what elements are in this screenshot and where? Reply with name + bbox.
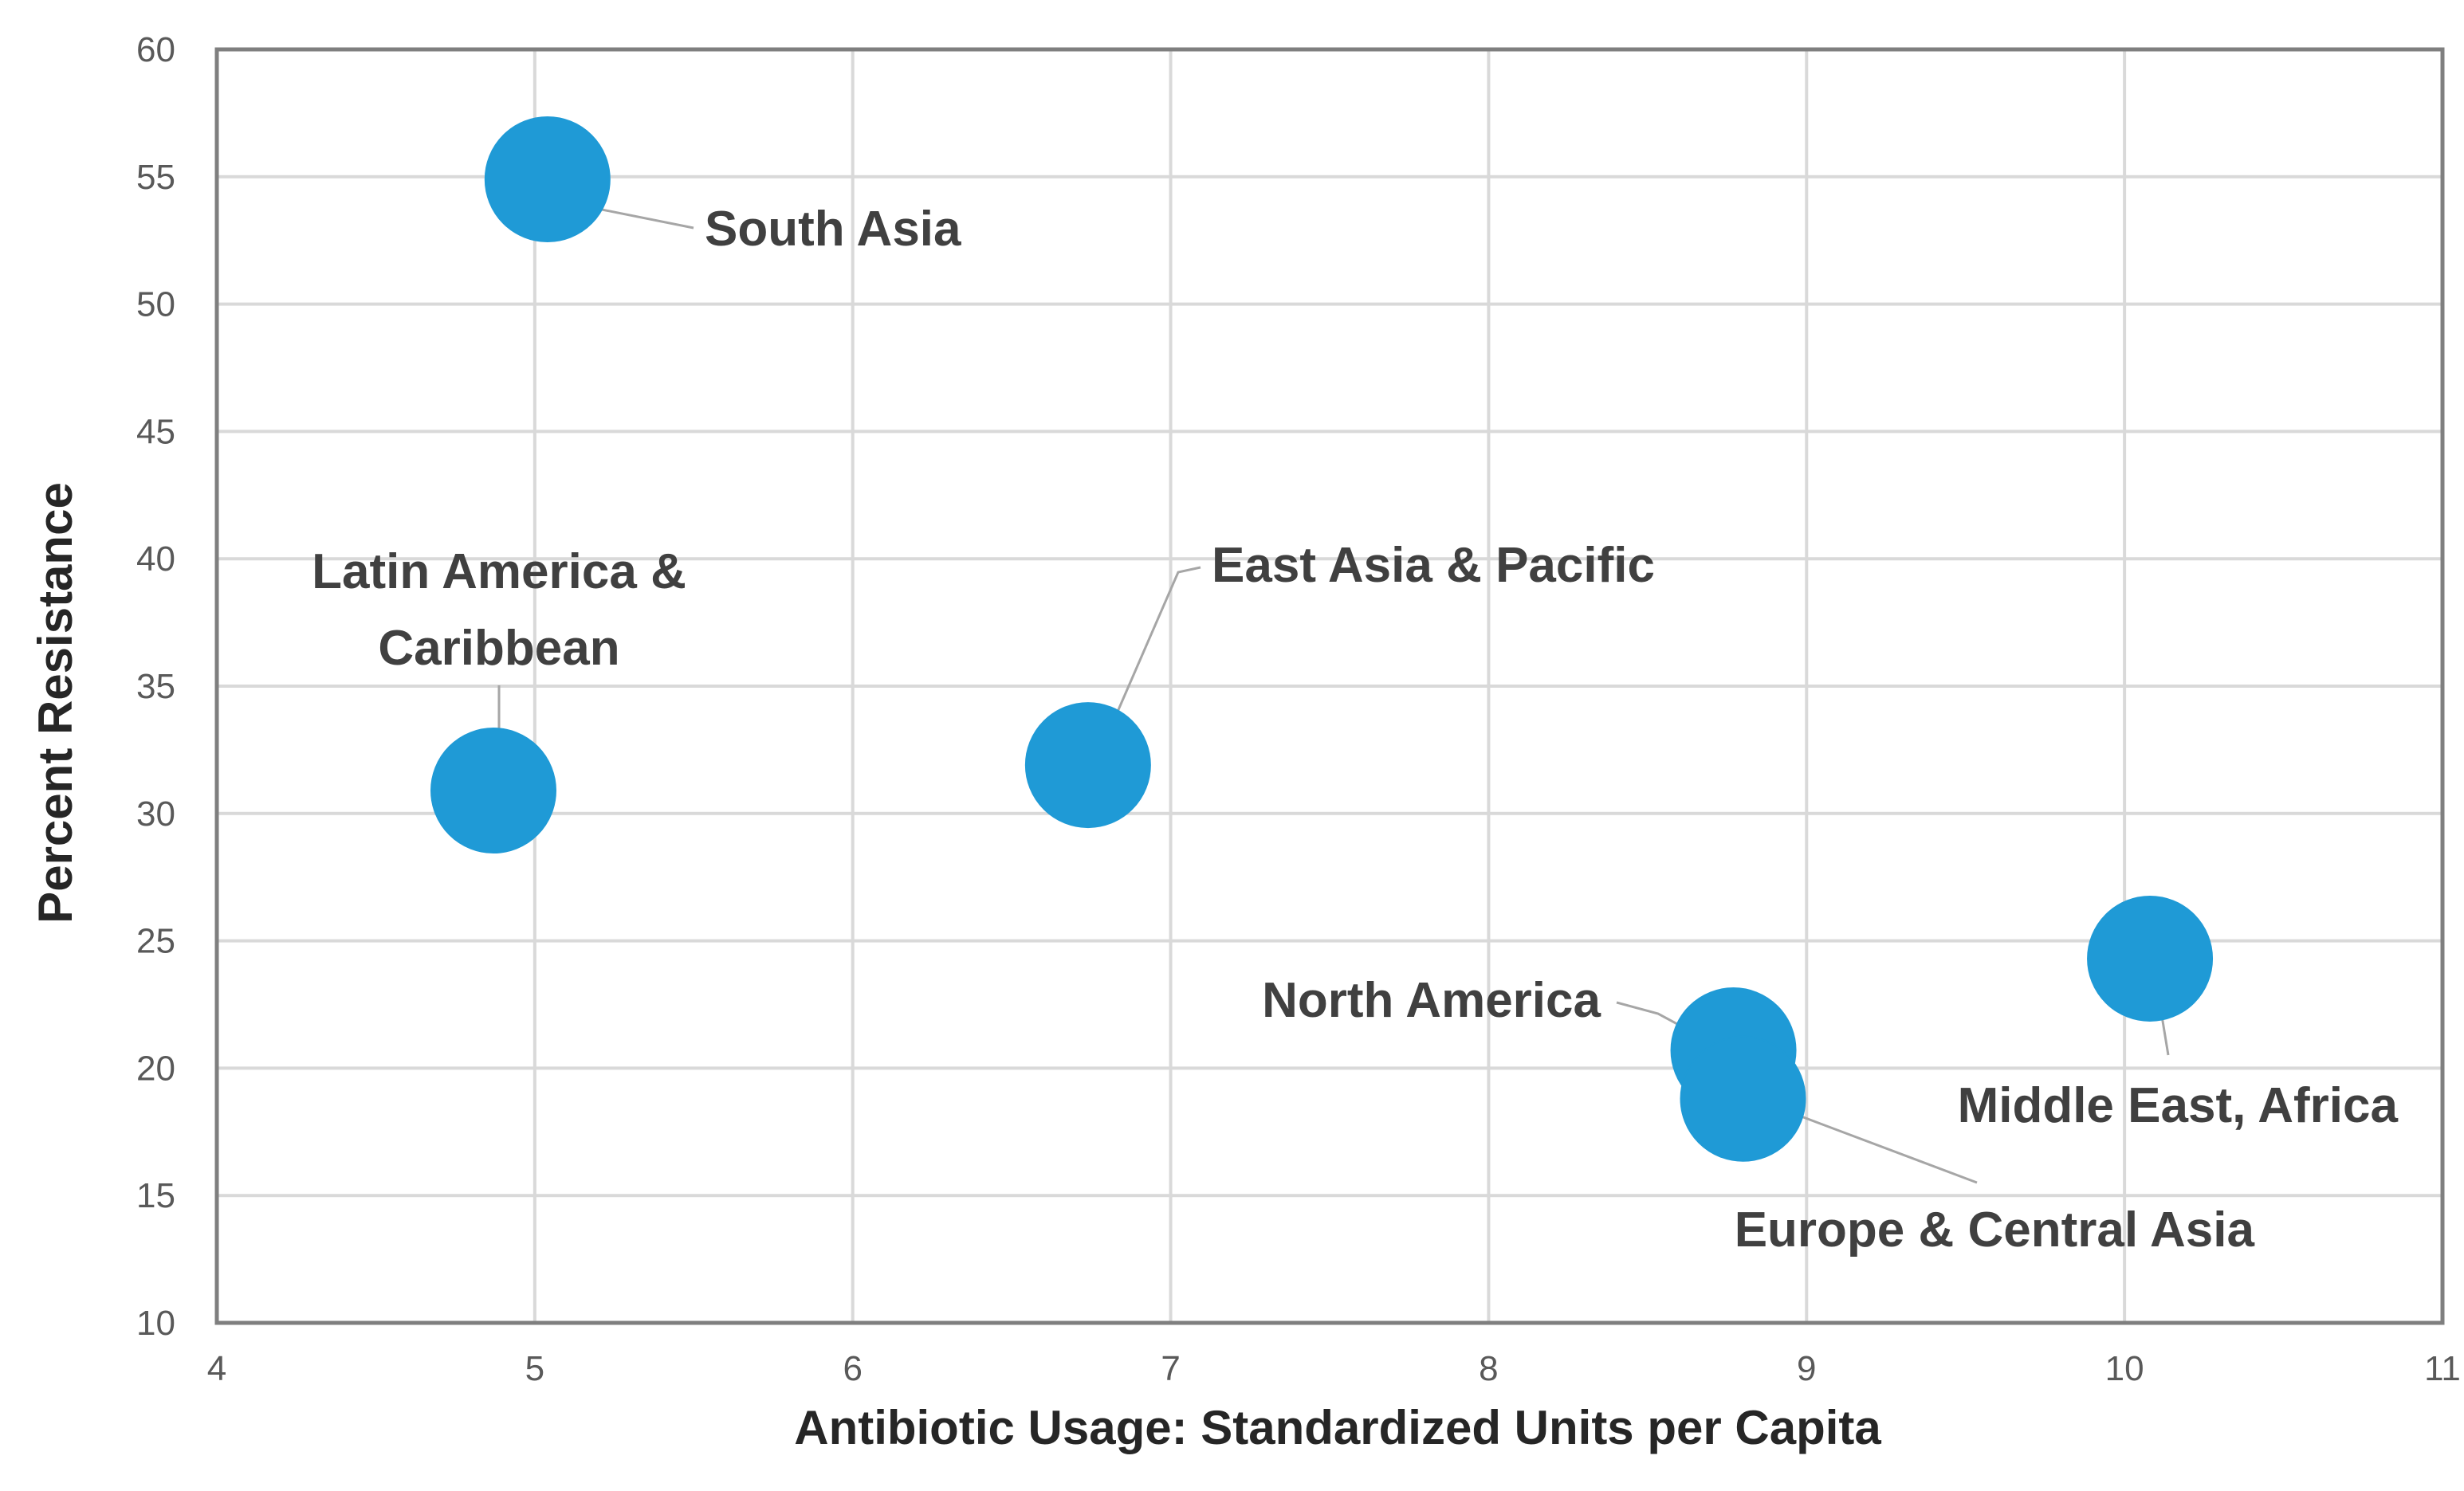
x-tick-label: 4 bbox=[207, 1349, 226, 1388]
y-tick-label: 35 bbox=[136, 667, 175, 706]
x-tick-label: 7 bbox=[1161, 1349, 1180, 1388]
y-axis-ticks: 10 15 20 25 30 35 40 45 50 55 60 bbox=[136, 30, 175, 1343]
point-label: Latin America & bbox=[312, 544, 686, 599]
x-tick-label: 10 bbox=[2105, 1349, 2144, 1388]
x-tick-label: 5 bbox=[525, 1349, 544, 1388]
y-tick-label: 45 bbox=[136, 412, 175, 451]
plot-area-frame bbox=[214, 47, 2445, 1325]
y-tick-label: 50 bbox=[136, 285, 175, 324]
leader-lines bbox=[497, 204, 2170, 1184]
point-labels: South Asia Latin America & Caribbean East A… bbox=[312, 202, 2398, 1258]
point-label: North America bbox=[1262, 973, 1601, 1028]
y-tick-label: 20 bbox=[136, 1049, 175, 1088]
point-label: South Asia bbox=[705, 202, 961, 257]
y-tick-label: 10 bbox=[136, 1304, 175, 1343]
x-axis-title: Antibiotic Usage: Standardized Units per… bbox=[794, 1401, 1881, 1454]
bubbles bbox=[430, 116, 2214, 1162]
x-tick-label: 11 bbox=[2424, 1349, 2461, 1388]
leader-line bbox=[1092, 566, 1201, 767]
bubble-point bbox=[484, 116, 611, 242]
point-label: Caribbean bbox=[378, 621, 619, 676]
x-axis-ticks: 4 5 6 7 8 9 10 11 bbox=[207, 1349, 2461, 1388]
x-tick-label: 9 bbox=[1797, 1349, 1816, 1388]
bubble-point bbox=[2087, 895, 2214, 1022]
bubble-point bbox=[1024, 702, 1151, 829]
y-tick-label: 25 bbox=[136, 922, 175, 961]
y-tick-label: 15 bbox=[136, 1176, 175, 1215]
y-tick-label: 40 bbox=[136, 540, 175, 579]
bubble-point bbox=[1680, 1035, 1806, 1162]
point-label: Middle East, Africa bbox=[1958, 1078, 2399, 1133]
y-tick-label: 60 bbox=[136, 30, 175, 69]
x-tick-label: 6 bbox=[843, 1349, 862, 1388]
y-axis-title: Percent Resistance bbox=[29, 482, 82, 924]
y-tick-label: 55 bbox=[136, 158, 175, 197]
point-label: East Asia & Pacific bbox=[1212, 538, 1655, 593]
y-tick-label: 30 bbox=[136, 795, 175, 834]
x-tick-label: 8 bbox=[1479, 1349, 1498, 1388]
point-label: Europe & Central Asia bbox=[1735, 1203, 2255, 1258]
bubble-point bbox=[430, 728, 557, 854]
